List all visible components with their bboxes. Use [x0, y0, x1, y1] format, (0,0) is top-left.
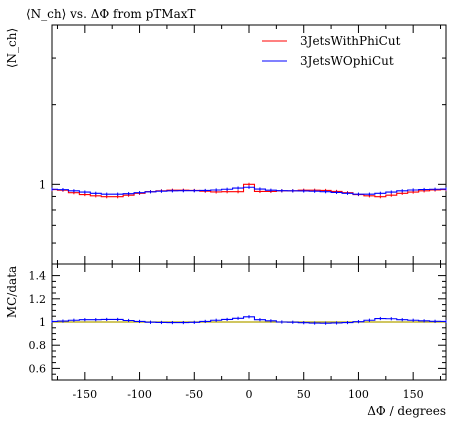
- ratio-y-tick-label: 0.6: [29, 362, 47, 375]
- main-y-tick-label: 1: [39, 178, 46, 191]
- ratio-plot-frame: 0.6 0.8 1 1.2 1.4 -150 -100 -50 0 50 100 150: [29, 263, 447, 401]
- ratio-y-tick-label: 1.2: [29, 293, 47, 306]
- chart-title: ⟨N_ch⟩ vs. ΔΦ from pTMaxT: [26, 7, 196, 21]
- x-tick-label: 0: [246, 388, 253, 401]
- x-tick-label: -100: [127, 388, 152, 401]
- x-tick-label: -150: [72, 388, 97, 401]
- ratio-y-axis-label: MC/data: [5, 266, 19, 318]
- ratio-y-tick-label: 1.4: [29, 270, 47, 283]
- ratio-y-tick-label: 0.8: [29, 339, 47, 352]
- series-3jetswophicut: [52, 316, 446, 324]
- legend-label-3jetswophicut: 3JetsWOphiCut: [300, 54, 394, 68]
- series-3jetswophicut: [52, 186, 446, 195]
- x-tick-label: 50: [297, 388, 311, 401]
- ratio-y-tick-label: 1: [39, 316, 46, 329]
- x-tick-label: 150: [403, 388, 424, 401]
- legend: 3JetsWithPhiCut 3JetsWOphiCut: [262, 34, 401, 68]
- main-y-axis-label: ⟨N_ch⟩: [5, 28, 19, 68]
- x-tick-label: 100: [348, 388, 369, 401]
- x-axis-label: ΔΦ / degrees: [367, 404, 446, 418]
- x-tick-label: -50: [185, 388, 203, 401]
- legend-label-3jetswithphicut: 3JetsWithPhiCut: [300, 34, 401, 48]
